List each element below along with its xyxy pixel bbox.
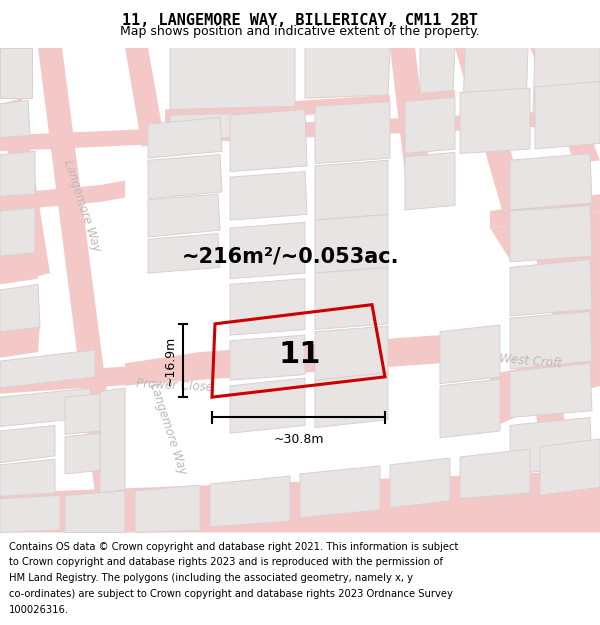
- Polygon shape: [510, 259, 592, 316]
- Polygon shape: [0, 426, 55, 462]
- Polygon shape: [0, 185, 100, 211]
- Polygon shape: [530, 369, 600, 406]
- Polygon shape: [405, 97, 455, 154]
- Polygon shape: [0, 495, 60, 532]
- Polygon shape: [315, 160, 388, 220]
- Polygon shape: [65, 433, 100, 474]
- Polygon shape: [405, 152, 455, 210]
- Polygon shape: [0, 471, 600, 532]
- Polygon shape: [170, 112, 295, 140]
- Text: 11, LANGEMORE WAY, BILLERICAY, CM11 2BT: 11, LANGEMORE WAY, BILLERICAY, CM11 2BT: [122, 13, 478, 28]
- Polygon shape: [390, 48, 430, 174]
- Polygon shape: [125, 352, 200, 386]
- Polygon shape: [65, 491, 125, 532]
- Text: 100026316.: 100026316.: [9, 604, 69, 614]
- Text: ~30.8m: ~30.8m: [273, 433, 324, 446]
- Text: to Crown copyright and database rights 2023 and is reproduced with the permissio: to Crown copyright and database rights 2…: [9, 558, 443, 568]
- Text: HM Land Registry. The polygons (including the associated geometry, namely x, y: HM Land Registry. The polygons (includin…: [9, 573, 413, 583]
- Polygon shape: [490, 194, 600, 228]
- Polygon shape: [315, 214, 388, 273]
- Polygon shape: [148, 194, 220, 237]
- Polygon shape: [315, 326, 388, 380]
- Polygon shape: [0, 101, 30, 138]
- Polygon shape: [463, 48, 528, 113]
- Polygon shape: [405, 91, 455, 109]
- Polygon shape: [165, 95, 390, 124]
- Polygon shape: [460, 88, 530, 154]
- Polygon shape: [530, 48, 600, 164]
- Polygon shape: [230, 378, 305, 433]
- Polygon shape: [0, 388, 90, 426]
- Text: co-ordinates) are subject to Crown copyright and database rights 2023 Ordnance S: co-ordinates) are subject to Crown copyr…: [9, 589, 453, 599]
- Polygon shape: [230, 172, 307, 220]
- Polygon shape: [490, 352, 600, 408]
- Polygon shape: [440, 325, 500, 384]
- Polygon shape: [490, 211, 600, 389]
- Polygon shape: [230, 222, 305, 279]
- Polygon shape: [0, 251, 40, 284]
- Polygon shape: [125, 48, 165, 147]
- Polygon shape: [200, 335, 440, 367]
- Polygon shape: [0, 350, 95, 388]
- Text: ~216m²/~0.053ac.: ~216m²/~0.053ac.: [181, 246, 399, 266]
- Polygon shape: [0, 346, 440, 394]
- Polygon shape: [0, 151, 35, 196]
- Polygon shape: [315, 268, 388, 329]
- Polygon shape: [0, 459, 55, 496]
- Polygon shape: [135, 485, 200, 532]
- Polygon shape: [230, 279, 305, 335]
- Text: Langemore Way: Langemore Way: [147, 381, 189, 476]
- Polygon shape: [533, 48, 600, 113]
- Text: Contains OS data © Crown copyright and database right 2021. This information is : Contains OS data © Crown copyright and d…: [9, 542, 458, 552]
- Polygon shape: [148, 118, 222, 158]
- Polygon shape: [65, 394, 100, 434]
- Polygon shape: [390, 458, 450, 508]
- Polygon shape: [490, 391, 575, 493]
- Polygon shape: [510, 418, 592, 474]
- Polygon shape: [0, 48, 32, 98]
- Polygon shape: [148, 154, 222, 199]
- Polygon shape: [460, 449, 530, 499]
- Polygon shape: [510, 154, 592, 210]
- Polygon shape: [0, 109, 600, 151]
- Polygon shape: [315, 372, 388, 428]
- Polygon shape: [38, 48, 125, 532]
- Polygon shape: [420, 48, 455, 94]
- Polygon shape: [455, 48, 530, 220]
- Text: Prower Close: Prower Close: [136, 378, 214, 394]
- Text: West Croft: West Croft: [499, 352, 562, 370]
- Text: Langemore Way: Langemore Way: [61, 158, 103, 253]
- Polygon shape: [305, 48, 390, 98]
- Polygon shape: [100, 388, 125, 493]
- Polygon shape: [170, 48, 295, 109]
- Polygon shape: [540, 439, 600, 495]
- Polygon shape: [0, 98, 50, 279]
- Polygon shape: [440, 379, 500, 438]
- Polygon shape: [510, 311, 592, 369]
- Polygon shape: [535, 81, 600, 149]
- Text: 11: 11: [279, 340, 321, 369]
- Polygon shape: [510, 206, 592, 262]
- Polygon shape: [0, 284, 40, 332]
- Polygon shape: [230, 109, 307, 172]
- Polygon shape: [0, 324, 40, 357]
- Polygon shape: [148, 234, 220, 273]
- Polygon shape: [230, 335, 305, 380]
- Text: ~16.9m: ~16.9m: [164, 336, 177, 386]
- Polygon shape: [300, 466, 380, 518]
- Polygon shape: [510, 363, 592, 418]
- Text: Map shows position and indicative extent of the property.: Map shows position and indicative extent…: [120, 25, 480, 38]
- Polygon shape: [315, 102, 390, 164]
- Polygon shape: [100, 181, 125, 202]
- Polygon shape: [0, 208, 35, 256]
- Polygon shape: [210, 476, 290, 527]
